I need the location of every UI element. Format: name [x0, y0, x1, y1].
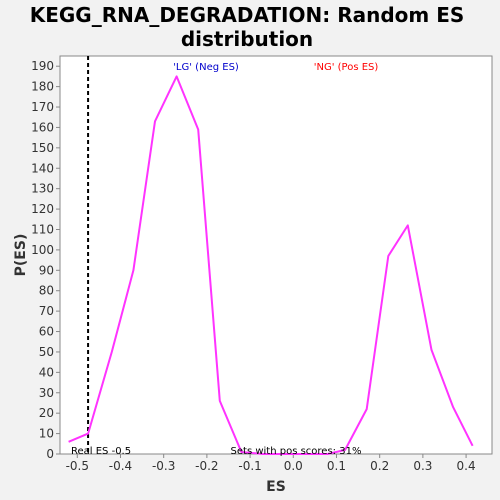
- x-tick-label: 0.3: [413, 459, 432, 473]
- y-axis-label: P(ES): [13, 234, 29, 277]
- annotation-pos-es: 'NG' (Pos ES): [314, 62, 379, 73]
- y-tick-label: 100: [31, 243, 54, 257]
- y-tick-label: 30: [39, 386, 54, 400]
- annotation-neg-es: 'LG' (Neg ES): [173, 62, 239, 73]
- x-tick-label: -0.5: [66, 459, 89, 473]
- x-axis: -0.5 -0.4 -0.3 -0.2 -0.1 0.0 0.1 0.2 0.3 0.4: [66, 454, 476, 473]
- chart-title-line-1: KEGG_RNA_DEGRADATION: Random ES: [30, 3, 465, 27]
- y-tick-label: 60: [39, 325, 54, 339]
- y-tick-label: 10: [39, 427, 54, 441]
- y-tick-label: 90: [39, 263, 54, 277]
- y-tick-label: 50: [39, 345, 54, 359]
- x-tick-label: -0.3: [152, 459, 175, 473]
- y-tick-label: 110: [31, 222, 54, 236]
- annotation-pos-scores: Sets with pos scores: 31%: [231, 446, 362, 457]
- y-axis: 0 10 20 30 40 50 60 70 80 90 100 110 120 130 140 150 160…: [31, 59, 60, 461]
- y-tick-label: 0: [46, 447, 54, 461]
- y-tick-label: 160: [31, 120, 54, 134]
- y-tick-label: 40: [39, 365, 54, 379]
- x-tick-label: 0.4: [457, 459, 476, 473]
- y-tick-label: 140: [31, 161, 54, 175]
- chart-title-line-2: distribution: [181, 27, 313, 51]
- plot-area: [59, 55, 493, 455]
- y-tick-label: 80: [39, 284, 54, 298]
- x-tick-label: -0.2: [195, 459, 218, 473]
- x-tick-label: 0.0: [284, 459, 303, 473]
- y-tick-label: 20: [39, 406, 54, 420]
- y-tick-label: 150: [31, 141, 54, 155]
- y-tick-label: 70: [39, 304, 54, 318]
- y-tick-label: 130: [31, 182, 54, 196]
- x-tick-label: -0.4: [109, 459, 132, 473]
- annotation-real-es: Real ES -0.5: [71, 446, 131, 457]
- x-axis-label: ES: [266, 479, 286, 495]
- series-line-random-es: [68, 75, 474, 455]
- y-tick-label: 170: [31, 100, 54, 114]
- x-tick-label: 0.2: [370, 459, 389, 473]
- y-tick-label: 190: [31, 59, 54, 73]
- y-tick-label: 120: [31, 202, 54, 216]
- x-tick-label: 0.1: [327, 459, 346, 473]
- x-tick-label: -0.1: [238, 459, 261, 473]
- y-tick-label: 180: [31, 80, 54, 94]
